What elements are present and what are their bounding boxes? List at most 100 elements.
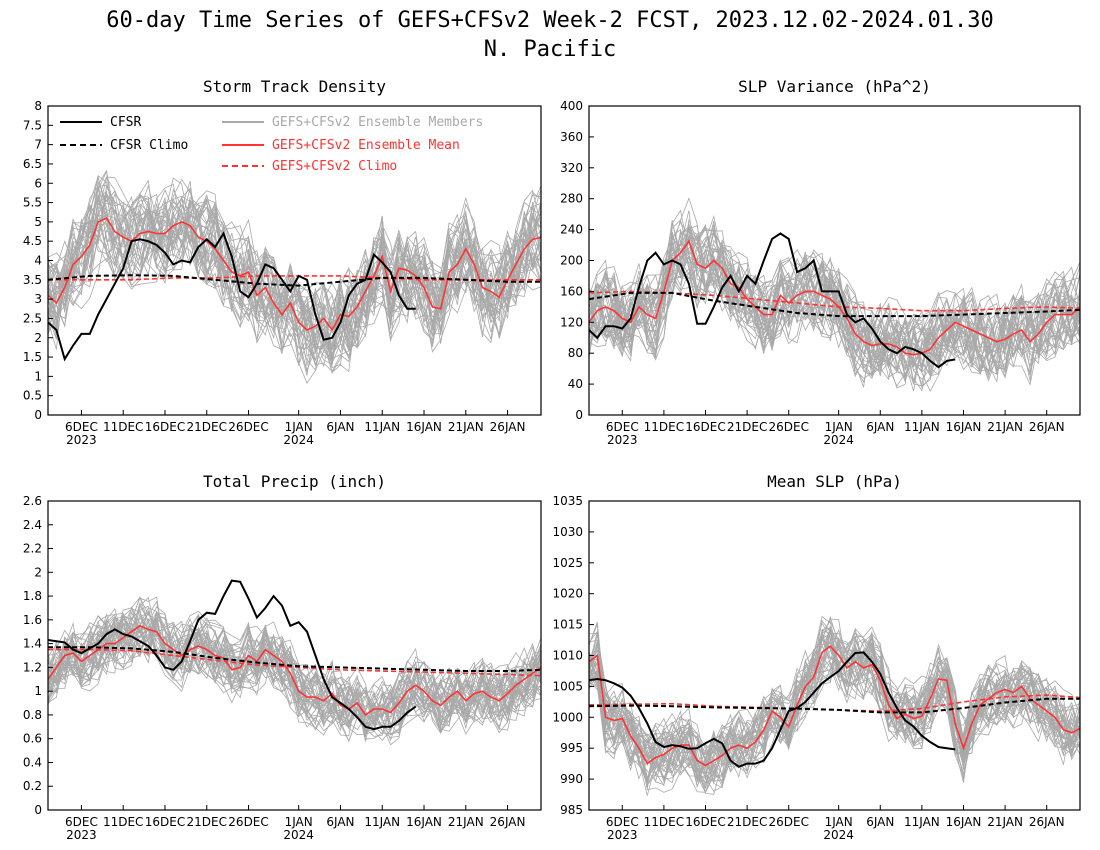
figure-title-line2: N. Pacific: [484, 37, 616, 62]
x-tick-year: 2024: [283, 828, 314, 842]
x-tick-label: 11DEC: [103, 420, 143, 434]
ensemble-member-line: [48, 180, 541, 366]
x-tick-label: 1JAN: [825, 420, 853, 434]
x-tick-label: 26JAN: [490, 420, 526, 434]
y-tick-label: 0: [34, 803, 42, 817]
legend-label-ens-mean: GEFS+CFSv2 Ensemble Mean: [272, 138, 460, 153]
y-tick-label: 2.6: [23, 494, 42, 508]
y-tick-label: 3.5: [23, 273, 42, 287]
y-tick-label: 1005: [552, 679, 583, 693]
x-tick-label: 6JAN: [866, 420, 894, 434]
x-tick-label: 11JAN: [904, 815, 940, 829]
x-tick-label: 16JAN: [406, 815, 442, 829]
y-tick-label: 5.5: [23, 196, 42, 210]
y-tick-label: 7: [34, 138, 42, 152]
x-tick-label: 21DEC: [187, 815, 227, 829]
series-cfsr-line: [589, 232, 956, 369]
ensemble-member-line: [48, 623, 541, 730]
y-tick-label: 995: [560, 741, 583, 755]
y-tick-label: 1.6: [23, 613, 42, 627]
y-tick-label: 4.5: [23, 234, 42, 248]
panel-title: SLP Variance (hPa^2): [738, 77, 931, 96]
x-tick-label: 16DEC: [685, 815, 725, 829]
ensemble-member-line: [589, 628, 1080, 776]
x-tick-label: 26JAN: [1029, 420, 1065, 434]
x-tick-year: 2023: [607, 828, 638, 842]
series-cfsr-line: [589, 651, 956, 768]
x-tick-year: 2023: [66, 433, 97, 447]
y-tick-label: 1010: [552, 649, 583, 663]
x-tick-label: 21JAN: [448, 420, 484, 434]
x-tick-label: 6DEC: [65, 420, 98, 434]
y-tick-label: 200: [560, 254, 583, 268]
x-tick-year: 2024: [823, 433, 854, 447]
y-tick-label: 990: [560, 772, 583, 786]
y-tick-label: 120: [560, 315, 583, 329]
y-tick-label: 2.4: [23, 518, 42, 532]
chart-panel: Storm Track Density 0 0.5 1 1.5 2 2.5 3 3.5 4 4.5 5…: [23, 77, 542, 447]
ensemble-member-line: [48, 610, 541, 730]
x-tick-label: 6JAN: [326, 815, 354, 829]
y-tick-label: 360: [560, 130, 583, 144]
y-tick-label: 400: [560, 99, 583, 113]
x-tick-label: 16DEC: [145, 420, 185, 434]
chart-panel: Total Precip (inch) 0 0.2 0.4 0.6 0.8 1 1.2 1.4 1…: [23, 472, 542, 842]
legend-label-cfsr-climo: CFSR Climo: [110, 138, 188, 153]
x-tick-year: 2024: [823, 828, 854, 842]
x-tick-label: 11JAN: [364, 815, 400, 829]
x-tick-label: 1JAN: [285, 420, 313, 434]
x-tick-label: 6JAN: [326, 420, 354, 434]
y-tick-label: 40: [568, 377, 583, 391]
y-tick-label: 0.8: [23, 708, 42, 722]
series-ens-mean-line: [589, 645, 1080, 767]
y-tick-label: 0.4: [23, 755, 42, 769]
ensemble-member-line: [48, 612, 541, 724]
series-ens-climo-line: [48, 648, 541, 677]
x-tick-label: 21DEC: [727, 815, 767, 829]
y-tick-label: 1000: [552, 710, 583, 724]
panel-title: Total Precip (inch): [203, 472, 386, 491]
y-tick-label: 8: [34, 99, 42, 113]
ensemble-member-line: [589, 209, 1080, 377]
x-tick-year: 2023: [607, 433, 638, 447]
y-tick-label: 1035: [552, 494, 583, 508]
y-tick-label: 5: [34, 215, 42, 229]
ensemble-member-line: [48, 609, 541, 735]
y-tick-label: 6.5: [23, 157, 42, 171]
x-tick-label: 11JAN: [364, 420, 400, 434]
legend-label-members: GEFS+CFSv2 Ensemble Members: [272, 115, 483, 130]
y-tick-label: 0.6: [23, 732, 42, 746]
y-tick-label: 1025: [552, 556, 583, 570]
legend-label-cfsr: CFSR: [110, 115, 141, 130]
y-tick-label: 1030: [552, 525, 583, 539]
x-tick-label: 26JAN: [490, 815, 526, 829]
x-tick-label: 21JAN: [448, 815, 484, 829]
y-tick-label: 6: [34, 176, 42, 190]
ensemble-member-line: [48, 616, 541, 733]
x-tick-label: 16DEC: [685, 420, 725, 434]
y-tick-label: 1015: [552, 618, 583, 632]
panels: Storm Track Density 0 0.5 1 1.5 2 2.5 3 3.5 4 4.5 5…: [23, 77, 1081, 842]
ensemble-member-line: [48, 185, 541, 371]
y-tick-label: 7.5: [23, 118, 42, 132]
series-cfsr-line: [48, 579, 417, 731]
ensemble-member-line: [589, 221, 1080, 383]
x-tick-label: 26JAN: [1029, 815, 1065, 829]
y-tick-label: 320: [560, 161, 583, 175]
x-tick-label: 16DEC: [145, 815, 185, 829]
y-tick-label: 985: [560, 803, 583, 817]
ensemble-member-line: [48, 203, 541, 359]
series-cfsr-climo-line: [589, 697, 1080, 714]
x-tick-label: 21JAN: [987, 420, 1023, 434]
ensemble-member-line: [48, 614, 541, 732]
x-tick-label: 16JAN: [946, 420, 982, 434]
x-tick-year: 2024: [283, 433, 314, 447]
y-tick-label: 2.2: [23, 542, 42, 556]
y-tick-label: 1.8: [23, 589, 42, 603]
y-tick-label: 240: [560, 223, 583, 237]
ensemble-member-line: [48, 596, 541, 735]
ensemble-member-line: [48, 613, 541, 735]
y-tick-label: 1: [34, 684, 42, 698]
x-tick-label: 26DEC: [768, 420, 808, 434]
